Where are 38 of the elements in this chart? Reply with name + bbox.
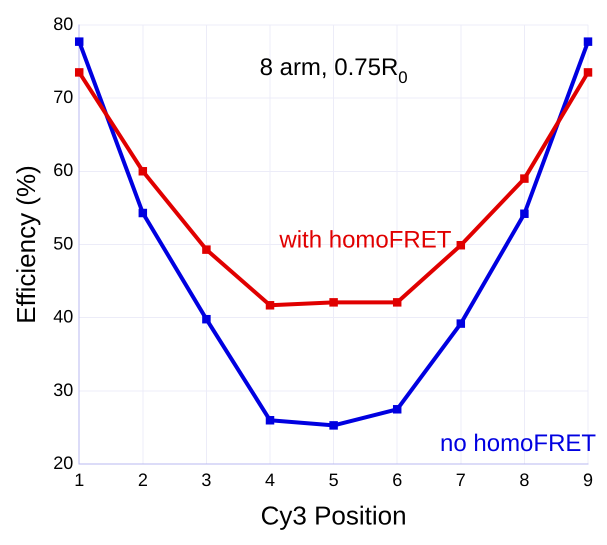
x-tick-label: 5 (328, 470, 339, 490)
y-tick-label: 70 (53, 87, 74, 107)
point (584, 37, 592, 46)
point (456, 240, 466, 250)
point (520, 210, 529, 218)
point (456, 319, 466, 328)
x-tick-label: 7 (456, 470, 466, 490)
point (202, 314, 211, 324)
x-tick-label: 9 (582, 470, 593, 490)
x-axis-title: Cy3 Position (260, 500, 407, 531)
x-tick-label: 8 (519, 470, 530, 490)
point (202, 245, 211, 254)
x-tick-label: 4 (265, 470, 276, 490)
point (74, 68, 84, 77)
x-tick-label: 1 (74, 470, 84, 490)
y-tick-label: 80 (53, 14, 74, 34)
point (266, 416, 274, 425)
point (520, 174, 529, 183)
y-tick-label: 30 (53, 380, 74, 400)
y-axis-title: Efficiency (%) (10, 165, 41, 324)
point (74, 37, 84, 46)
point (392, 298, 402, 307)
x-tick-label: 3 (201, 470, 212, 490)
series-label: with homoFRET (278, 226, 452, 254)
y-tick-label: 20 (53, 453, 74, 474)
y-tick-label: 60 (53, 160, 74, 180)
series-label: no homoFRET (440, 430, 596, 458)
point (329, 421, 338, 430)
x-tick-label: 6 (392, 470, 402, 490)
y-tick-label: 50 (53, 233, 74, 254)
point (584, 68, 592, 77)
y-tick-label: 40 (53, 306, 74, 327)
point (138, 167, 148, 176)
point (329, 298, 338, 307)
x-tick-label: 2 (138, 470, 148, 490)
point (392, 405, 402, 414)
point (138, 208, 148, 218)
point (266, 301, 274, 310)
